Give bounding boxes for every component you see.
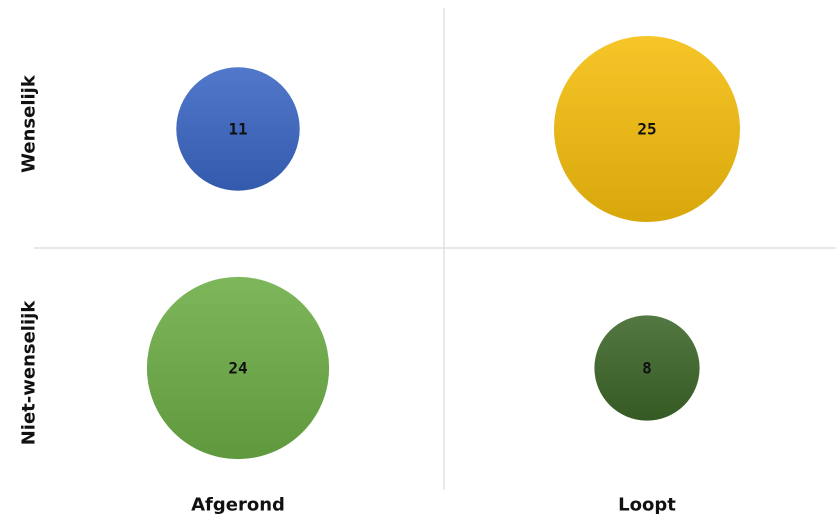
bubble-value-label: 24 — [228, 359, 247, 378]
axis-labels-group: Afgerond Loopt Wenselijk Niet-wenselijk — [19, 74, 677, 515]
bubble-niet-wenselijk-loopt — [594, 315, 700, 421]
column-label-loopt: Loopt — [618, 495, 676, 516]
bubble-wenselijk-loopt — [554, 36, 740, 222]
row-label-niet-wenselijk: Niet-wenselijk — [19, 300, 40, 446]
bubble-value-label: 11 — [228, 120, 247, 139]
bubble-value-label: 8 — [642, 359, 652, 378]
row-label-wenselijk: Wenselijk — [19, 74, 40, 173]
bubble-niet-wenselijk-afgerond — [146, 276, 330, 460]
bubble-value-label: 25 — [637, 120, 656, 139]
bubble-wenselijk-afgerond — [176, 67, 300, 191]
bubbles-group: 11 25 24 8 — [146, 36, 740, 460]
column-label-afgerond: Afgerond — [191, 495, 285, 516]
